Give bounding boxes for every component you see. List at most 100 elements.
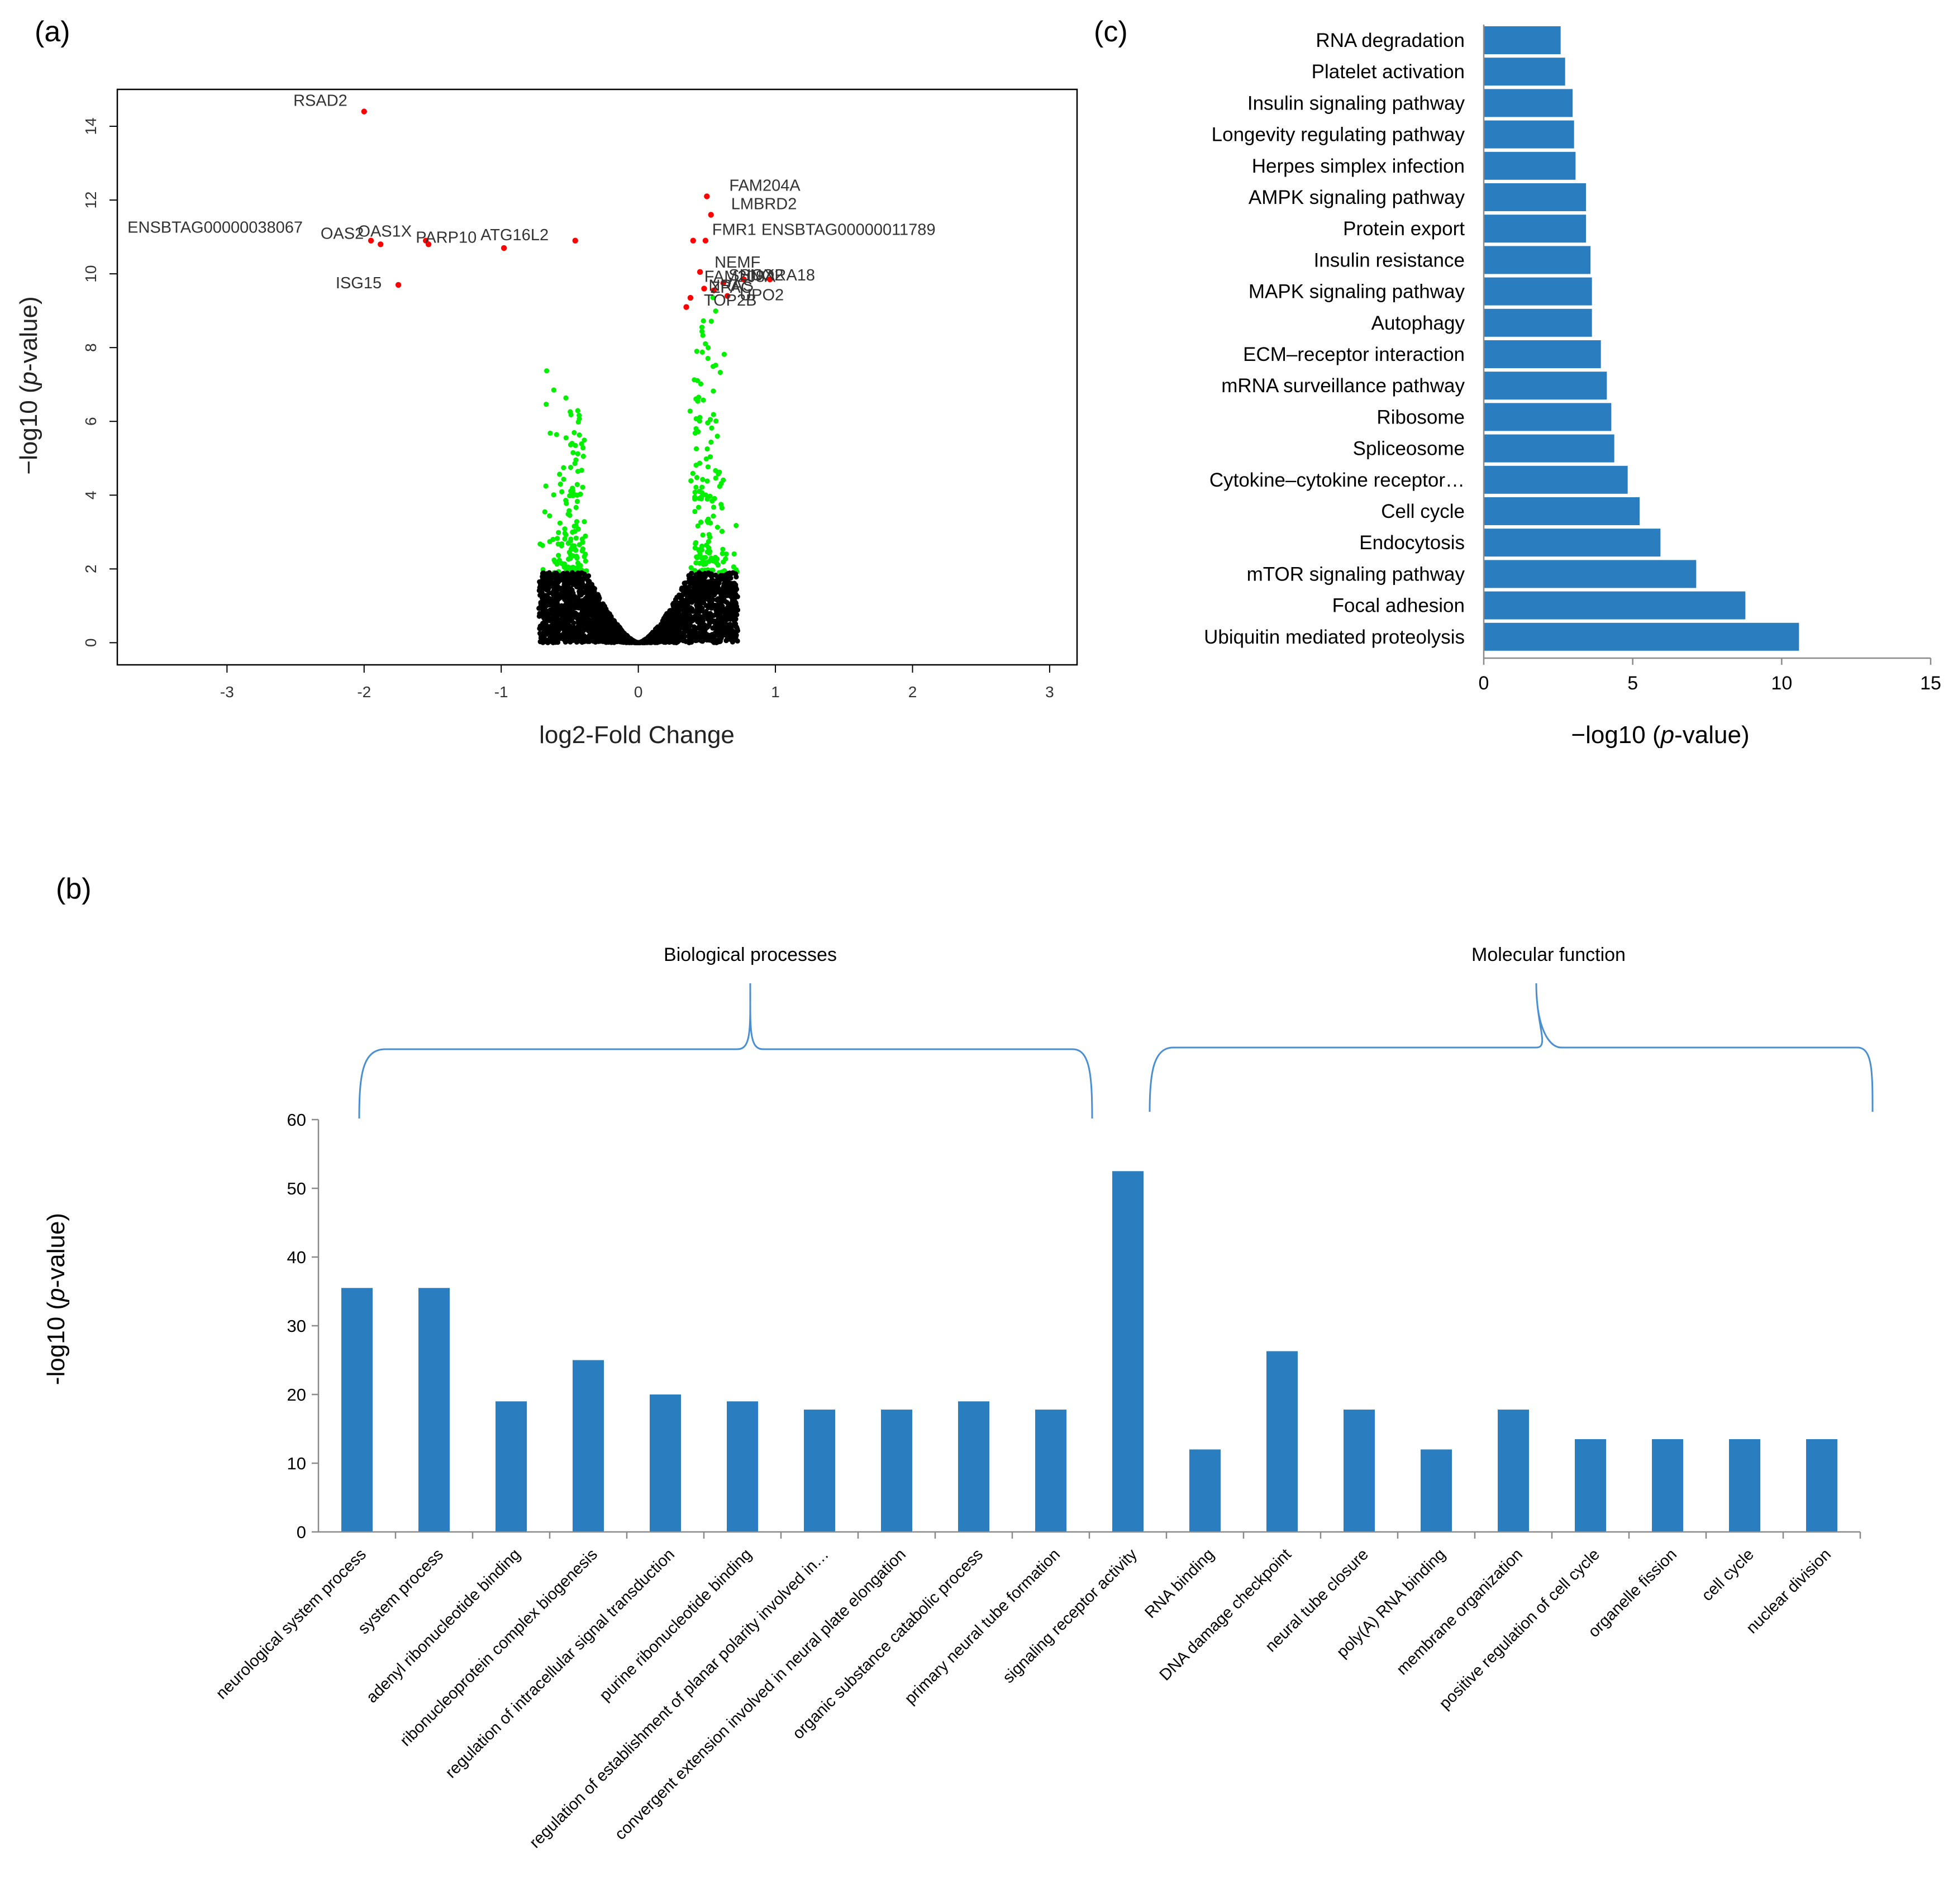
volcano-point-significant: [544, 368, 550, 374]
volcano-point-nonsignificant: [580, 577, 586, 583]
volcano-point-nonsignificant: [723, 608, 728, 615]
volcano-x-tick-label: 2: [908, 683, 917, 701]
volcano-point-nonsignificant: [660, 621, 665, 626]
go-y-tick-label: 50: [287, 1179, 306, 1198]
kegg-x-tick-label: 10: [1771, 673, 1792, 694]
volcano-point-nonsignificant: [590, 635, 596, 640]
volcano-gene-label: PARP10: [416, 229, 477, 247]
volcano-point-nonsignificant: [542, 618, 548, 623]
volcano-point-significant: [568, 536, 574, 542]
kegg-bar: [1483, 559, 1698, 589]
kegg-category-label: mTOR signaling pathway: [1247, 563, 1465, 585]
volcano-point-significant: [699, 325, 705, 330]
volcano-point-nonsignificant: [553, 618, 559, 624]
volcano-point-significant: [714, 434, 720, 439]
kegg-category-label: Endocytosis: [1359, 532, 1465, 554]
volcano-point-significant: [699, 329, 705, 334]
volcano-point-significant: [578, 491, 583, 497]
volcano-point-significant: [557, 472, 563, 477]
volcano-point-nonsignificant: [713, 639, 718, 645]
volcano-point-significant: [711, 513, 716, 519]
volcano-point-nonsignificant: [555, 593, 560, 599]
panel-label-c: (c): [1094, 16, 1128, 48]
volcano-point-nonsignificant: [542, 607, 549, 613]
volcano-point-nonsignificant: [733, 571, 739, 577]
go-category-label: DNA damage checkpoint: [1156, 1545, 1295, 1684]
volcano-point-significant: [704, 542, 709, 548]
volcano-gene-label: NEMF: [714, 254, 760, 272]
go-bar: [418, 1288, 450, 1532]
volcano-point-significant: [711, 388, 716, 394]
volcano-point-nonsignificant: [672, 635, 678, 641]
volcano-point-nonsignificant: [564, 570, 570, 576]
volcano-point-significant: [562, 526, 568, 532]
volcano-point-nonsignificant: [575, 570, 581, 576]
volcano-point-nonsignificant: [546, 583, 552, 589]
volcano-point-nonsignificant: [543, 637, 549, 643]
volcano-point-significant: [709, 498, 715, 504]
volcano-point-nonsignificant: [712, 618, 718, 624]
volcano-point-nonsignificant: [701, 614, 707, 620]
go-y-label-italic: p: [42, 1288, 70, 1302]
volcano-point-nonsignificant: [708, 578, 714, 584]
volcano-gene-label: TOP2B: [704, 292, 757, 310]
go-category-label: RNA binding: [1141, 1545, 1218, 1622]
volcano-point-nonsignificant: [699, 598, 705, 604]
volcano-point-significant: [574, 555, 580, 560]
volcano-point-top-hit: [702, 237, 709, 244]
volcano-point-significant: [706, 532, 712, 537]
volcano-point-nonsignificant: [724, 599, 730, 605]
volcano-point-significant: [699, 555, 704, 561]
volcano-x-tick-label: 3: [1045, 683, 1054, 701]
volcano-point-nonsignificant: [710, 625, 716, 631]
kegg-category-label: Longevity regulating pathway: [1212, 124, 1465, 146]
volcano-point-nonsignificant: [550, 592, 556, 597]
volcano-point-significant: [540, 542, 545, 548]
kegg-bar-chart: RNA degradation Platelet activation Insuli…: [1204, 25, 1941, 749]
volcano-point-nonsignificant: [565, 622, 571, 627]
volcano-point-nonsignificant: [591, 602, 597, 607]
volcano-point-nonsignificant: [694, 581, 700, 587]
volcano-point-significant: [699, 484, 705, 490]
volcano-point-nonsignificant: [732, 591, 739, 597]
volcano-point-nonsignificant: [732, 613, 737, 619]
volcano-gene-label: ZPAC: [711, 279, 752, 297]
volcano-point-nonsignificant: [688, 581, 693, 587]
volcano-point-top-hit: [683, 304, 689, 310]
volcano-point-significant: [575, 469, 581, 474]
kegg-bar: [1483, 527, 1662, 558]
volcano-point-significant: [564, 501, 569, 506]
volcano-point-nonsignificant: [607, 613, 612, 619]
volcano-point-significant: [580, 484, 585, 490]
volcano-point-nonsignificant: [663, 616, 668, 621]
go-bar: [881, 1410, 912, 1532]
volcano-point-significant: [699, 490, 705, 496]
volcano-point-nonsignificant: [690, 588, 696, 593]
kegg-bar: [1483, 276, 1593, 307]
volcano-gene-label: ATG16L2: [480, 226, 549, 244]
kegg-category-label: RNA degradation: [1316, 30, 1465, 51]
go-bar: [496, 1401, 527, 1532]
volcano-point-nonsignificant: [687, 634, 693, 640]
volcano-point-significant: [577, 432, 582, 438]
volcano-point-significant: [708, 318, 714, 324]
volcano-point-nonsignificant: [714, 589, 721, 594]
volcano-point-nonsignificant: [582, 636, 588, 642]
volcano-point-nonsignificant: [587, 606, 592, 611]
volcano-point-significant: [554, 536, 560, 541]
panel-label-b: (b): [56, 873, 92, 905]
volcano-points: [536, 294, 741, 645]
volcano-point-significant: [697, 460, 703, 466]
volcano-point-nonsignificant: [723, 592, 729, 597]
volcano-point-significant: [712, 555, 718, 560]
volcano-point-nonsignificant: [642, 640, 647, 645]
volcano-point-nonsignificant: [718, 629, 724, 634]
volcano-point-significant: [582, 437, 587, 443]
volcano-point-significant: [701, 397, 706, 403]
volcano-point-significant: [570, 529, 575, 535]
volcano-point-significant: [561, 477, 566, 482]
volcano-point-significant: [717, 369, 723, 375]
go-bar: [1266, 1351, 1298, 1532]
volcano-point-nonsignificant: [603, 631, 609, 637]
volcano-point-significant: [563, 532, 569, 537]
